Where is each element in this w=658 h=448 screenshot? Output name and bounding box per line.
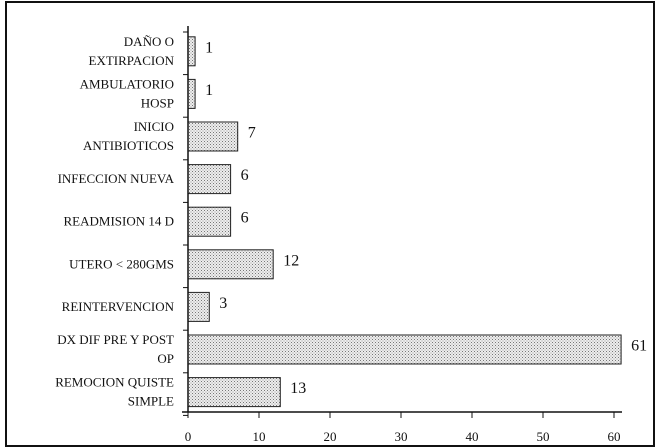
value-label-7: 61 bbox=[631, 338, 647, 355]
category-labels: DAÑO O EXTIRPACION AMBULATORIO HOSP INICIO AN… bbox=[55, 34, 174, 409]
bar-5 bbox=[188, 250, 273, 279]
value-label-6: 3 bbox=[219, 295, 227, 312]
value-label-0: 1 bbox=[205, 39, 213, 56]
bar-7 bbox=[188, 335, 621, 364]
value-label-8: 13 bbox=[290, 380, 306, 397]
value-label-3: 6 bbox=[241, 167, 249, 184]
category-label-2-line-1: ANTIBIOTICOS bbox=[83, 138, 174, 153]
category-label-0-line-0: DAÑO O bbox=[124, 34, 174, 49]
bar-1 bbox=[188, 79, 195, 108]
category-label-7-line-1: OP bbox=[157, 351, 174, 366]
category-label-8-line-0: REMOCION QUISTE bbox=[55, 375, 174, 390]
value-label-2: 7 bbox=[248, 125, 256, 142]
category-label-1-line-0: AMBULATORIO bbox=[80, 76, 174, 91]
x-tick-label-6: 60 bbox=[608, 429, 621, 444]
category-label-4: READMISION 14 D bbox=[64, 214, 175, 229]
bar-6 bbox=[188, 292, 209, 321]
category-label-6: REINTERVENCION bbox=[62, 299, 175, 314]
x-tick-label-5: 50 bbox=[537, 429, 550, 444]
bar-3 bbox=[188, 165, 231, 194]
x-tick-label-1: 10 bbox=[253, 429, 266, 444]
bar-0 bbox=[188, 37, 195, 66]
category-label-0-line-1: EXTIRPACION bbox=[89, 53, 175, 68]
bar-8 bbox=[188, 378, 280, 407]
bar-2 bbox=[188, 122, 238, 151]
x-tick-label-4: 40 bbox=[466, 429, 479, 444]
x-tick-label-3: 30 bbox=[395, 429, 408, 444]
category-label-2-line-0: INICIO bbox=[134, 119, 174, 134]
category-label-7-line-0: DX DIF PRE Y POST bbox=[57, 332, 174, 347]
bar-4 bbox=[188, 207, 231, 236]
category-label-5: UTERO < 280GMS bbox=[69, 256, 174, 271]
value-label-5: 12 bbox=[283, 252, 299, 269]
bars-group bbox=[188, 37, 621, 407]
category-label-8-line-1: SIMPLE bbox=[128, 394, 174, 409]
value-label-1: 1 bbox=[205, 82, 213, 99]
x-tick-label-0: 0 bbox=[185, 429, 192, 444]
category-label-3: INFECCION NUEVA bbox=[58, 171, 175, 186]
x-tick-label-2: 20 bbox=[324, 429, 337, 444]
category-label-1-line-1: HOSP bbox=[141, 95, 174, 110]
value-label-4: 6 bbox=[241, 210, 249, 227]
